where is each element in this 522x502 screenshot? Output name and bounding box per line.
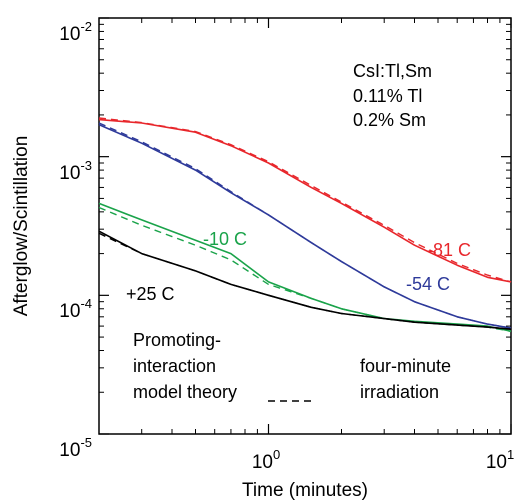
series-theory-54c [98,122,512,329]
series-label-minus10: -10 C [203,229,247,249]
sm-concentration-label: 0.2% Sm [353,110,426,130]
plot-frame [98,17,512,435]
y-tick-label-1e-2: 10-2 [59,19,92,45]
series-label-plus25: +25 C [126,284,175,304]
series-theory-25c [98,232,512,330]
series-group [98,117,512,333]
series-label-minus81: -81 C [427,240,471,260]
y-tick-label-1e-5: 10-5 [59,435,92,461]
material-label: CsI:Tl,Sm [353,61,432,81]
series-measured-10c [98,202,512,333]
x-tick-label-1e1: 101 [486,447,514,473]
x-tick-label-1e0: 100 [252,447,280,473]
y-tick-label-1e-4: 10-4 [59,296,92,322]
axis-ticks [98,17,512,435]
irradiation-label-line1: four-minute [360,356,451,376]
irradiation-label-line2: irradiation [360,382,439,402]
series-label-minus54: -54 C [406,274,450,294]
model-label-line2: interaction [133,356,216,376]
y-tick-label-1e-3: 10-3 [59,158,92,184]
y-axis-label: Afterglow/Scintillation [11,136,32,317]
tl-concentration-label: 0.11% Tl [353,86,422,106]
series-theory-10c [98,206,512,332]
model-label-line3: model theory [133,382,237,402]
series-theory-81c [98,117,512,283]
x-axis-label: Time (minutes) [242,480,368,501]
model-label-line1: Promoting- [133,330,221,350]
